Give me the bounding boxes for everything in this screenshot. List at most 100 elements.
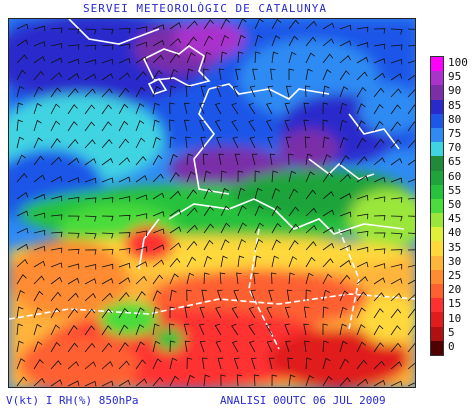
wind-barb: [373, 342, 384, 353]
wind-barb: [169, 190, 181, 200]
wind-barb: [50, 42, 63, 49]
wind-barb: [373, 72, 386, 81]
wind-barb: [220, 222, 231, 234]
wind-barb: [390, 232, 403, 239]
colorbar-swatch: [431, 227, 443, 242]
wind-barb: [322, 22, 335, 30]
wind-barb: [67, 361, 79, 370]
wind-barb: [252, 68, 258, 81]
colorbar-label: 20: [448, 283, 462, 297]
wind-barb: [152, 119, 160, 132]
wind-barb: [67, 138, 79, 149]
wind-barb: [322, 258, 334, 268]
wind-barb: [67, 28, 80, 35]
wind-barb: [169, 68, 179, 81]
colorbar-swatch: [431, 142, 443, 157]
wind-barb: [303, 323, 309, 336]
wind-barb: [199, 340, 206, 353]
wind-barb: [33, 245, 46, 252]
wind-barb: [184, 306, 190, 319]
wind-barb: [169, 53, 180, 64]
wind-barb: [201, 357, 208, 370]
wind-barb: [50, 138, 61, 149]
wind-barb: [118, 87, 130, 98]
wind-barb: [101, 73, 114, 81]
wind-barb: [305, 189, 317, 200]
map-canvas: [9, 19, 415, 387]
wind-barb: [356, 359, 368, 370]
wind-barb: [101, 28, 114, 35]
colorbar-label: 25: [448, 268, 462, 282]
wind-barb: [271, 170, 278, 183]
wind-barb: [118, 214, 131, 221]
wind-barb: [251, 153, 258, 166]
wind-barb: [50, 360, 62, 370]
wind-barb: [101, 232, 114, 239]
wind-barb: [50, 120, 61, 132]
wind-barb: [373, 379, 386, 387]
wind-barb: [390, 361, 403, 370]
weather-map[interactable]: [8, 18, 416, 388]
wind-barb: [322, 102, 329, 115]
wind-barb: [390, 88, 402, 98]
wind-barb: [305, 20, 317, 30]
wind-barb: [203, 19, 214, 30]
wind-barb: [305, 272, 314, 285]
wind-barb: [186, 357, 193, 370]
colorbar-label: 5: [448, 325, 455, 339]
wind-barb: [33, 212, 46, 219]
wind-barb: [84, 278, 97, 285]
wind-barb: [16, 102, 24, 115]
colorbar-label: 60: [448, 169, 462, 183]
wind-barb: [356, 307, 366, 319]
wind-barb: [135, 246, 148, 252]
wind-barb: [286, 289, 293, 302]
wind-barb: [288, 51, 297, 64]
wind-barb: [186, 171, 196, 183]
wind-barb: [220, 187, 229, 200]
wind-barb: [169, 242, 182, 251]
wind-barb: [407, 215, 415, 217]
wind-barb: [101, 342, 113, 353]
wind-barb: [288, 68, 294, 80]
wind-barb: [288, 188, 299, 200]
wind-barb: [288, 240, 299, 251]
wind-barb: [288, 374, 296, 387]
colorbar-label: 65: [448, 155, 462, 169]
wind-barb: [217, 357, 224, 370]
wind-barb: [271, 374, 278, 387]
wind-barb: [271, 35, 281, 47]
wind-barb: [285, 85, 292, 98]
colorbar-swatch: [431, 312, 443, 328]
colorbar-swatch: [431, 184, 443, 200]
wind-barb: [118, 248, 131, 254]
wind-barb: [16, 39, 29, 47]
wind-barb: [268, 289, 274, 302]
wind-barb: [169, 273, 179, 285]
wind-barb: [373, 263, 386, 269]
wind-barb: [356, 120, 366, 132]
wind-barb: [169, 209, 182, 217]
wind-barb: [322, 154, 332, 166]
wind-barb: [152, 102, 160, 115]
wind-barb: [16, 23, 29, 30]
wind-barb: [84, 308, 96, 319]
wind-barb: [288, 223, 300, 234]
wind-barb: [186, 256, 197, 268]
colorbar-label: 100: [448, 56, 468, 70]
wind-barb: [118, 324, 129, 336]
colorbar-swatch: [431, 340, 443, 356]
wind-barb: [220, 374, 226, 387]
colorbar-swatch: [431, 156, 443, 172]
wind-barb: [50, 176, 63, 183]
wind-barb: [303, 306, 310, 319]
wind-barb: [101, 308, 113, 319]
wind-barb: [373, 87, 385, 98]
wind-barb: [373, 43, 386, 50]
wind-barb: [16, 258, 28, 268]
wind-barb: [373, 157, 386, 166]
wind-barb: [101, 157, 114, 166]
wind-barb: [203, 188, 213, 200]
wind-barb: [322, 289, 331, 302]
wind-barb: [186, 207, 198, 217]
